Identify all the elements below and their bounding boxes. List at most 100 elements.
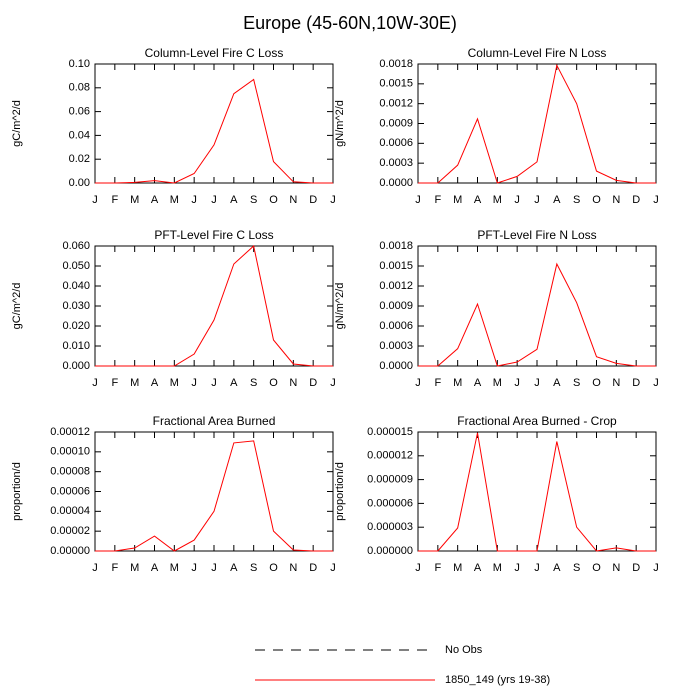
x-tick-label: A [553, 194, 561, 206]
y-tick-label: 0.0015 [379, 260, 413, 272]
x-tick-label: N [612, 194, 620, 206]
y-axis-label: proportion/d [334, 462, 346, 521]
y-tick-label: 0.000006 [367, 497, 413, 509]
x-tick-label: O [592, 377, 601, 389]
x-tick-label: M [130, 194, 139, 206]
x-tick-label: A [151, 377, 159, 389]
figure-title: Europe (45-60N,10W-30E) [243, 13, 457, 33]
x-tick-label: J [534, 194, 540, 206]
y-tick-label: 0.0015 [379, 78, 413, 90]
y-axis-label: gN/m^2/d [334, 283, 346, 330]
x-tick-label: A [474, 194, 482, 206]
panel: PFT-Level Fire C Loss gC/m^2/d 0.000 0.010 0… [11, 228, 336, 389]
series-line [95, 245, 333, 367]
y-tick-label: 0.00002 [50, 525, 90, 537]
y-tick-label: 0.08 [69, 82, 90, 94]
y-tick-label: 0.00000 [50, 545, 90, 557]
x-tick-label: J [415, 377, 421, 389]
y-tick-label: 0.0009 [379, 117, 413, 129]
x-tick-label: A [230, 562, 238, 574]
panel-title: Column-Level Fire N Loss [468, 46, 607, 60]
y-tick-label: 0.030 [62, 300, 90, 312]
x-tick-label: A [553, 562, 561, 574]
x-tick-label: A [474, 377, 482, 389]
y-tick-label: 0.010 [62, 340, 90, 352]
x-tick-label: J [211, 194, 217, 206]
x-tick-label: D [632, 562, 640, 574]
x-tick-label: N [612, 377, 620, 389]
series-line [418, 63, 656, 184]
panel: Fractional Area Burned proportion/d 0.0000… [11, 414, 336, 574]
legend-label: No Obs [445, 644, 483, 656]
x-tick-label: J [653, 194, 659, 206]
x-tick-label: J [92, 194, 98, 206]
y-tick-label: 0.00006 [50, 485, 90, 497]
x-tick-label: D [309, 194, 317, 206]
x-tick-label: M [170, 194, 179, 206]
x-tick-label: M [453, 562, 462, 574]
plot-frame [417, 63, 657, 184]
panel: PFT-Level Fire N Loss gN/m^2/d 0.0000 0.000… [334, 228, 659, 389]
x-tick-label: M [493, 377, 502, 389]
y-tick-label: 0.02 [69, 153, 90, 165]
x-tick-label: J [653, 562, 659, 574]
y-tick-label: 0.00004 [50, 505, 90, 517]
x-tick-label: J [415, 562, 421, 574]
x-tick-label: J [92, 377, 98, 389]
x-tick-label: N [612, 562, 620, 574]
y-tick-label: 0.060 [62, 240, 90, 252]
x-tick-label: S [573, 562, 580, 574]
y-tick-label: 0.0012 [379, 280, 413, 292]
x-tick-label: S [573, 377, 580, 389]
panel: Fractional Area Burned - Crop proportion/… [334, 414, 659, 574]
x-tick-label: J [653, 377, 659, 389]
x-tick-label: J [211, 562, 217, 574]
x-tick-label: F [434, 562, 441, 574]
y-tick-label: 0.0003 [379, 340, 413, 352]
x-tick-label: D [632, 377, 640, 389]
x-tick-label: J [514, 562, 520, 574]
y-tick-label: 0.0018 [379, 240, 413, 252]
y-tick-label: 0.0009 [379, 300, 413, 312]
x-tick-label: F [434, 194, 441, 206]
x-tick-label: M [170, 377, 179, 389]
x-tick-label: A [151, 194, 159, 206]
x-tick-label: S [250, 194, 257, 206]
x-tick-label: J [191, 377, 197, 389]
x-tick-label: J [330, 377, 336, 389]
x-tick-label: J [92, 562, 98, 574]
series-line [418, 262, 656, 367]
y-tick-label: 0.00 [69, 177, 90, 189]
x-tick-label: O [592, 194, 601, 206]
panel-title: PFT-Level Fire C Loss [154, 228, 273, 242]
x-tick-label: M [493, 194, 502, 206]
x-tick-label: D [309, 377, 317, 389]
x-tick-label: F [111, 194, 118, 206]
y-tick-label: 0.020 [62, 320, 90, 332]
y-tick-label: 0.00012 [50, 426, 90, 438]
x-tick-label: N [289, 377, 297, 389]
x-tick-label: M [130, 377, 139, 389]
x-tick-label: O [269, 377, 278, 389]
y-tick-label: 0.06 [69, 106, 90, 118]
panel-title: Column-Level Fire C Loss [145, 46, 284, 60]
x-tick-label: A [230, 377, 238, 389]
x-tick-label: J [330, 562, 336, 574]
x-tick-label: M [170, 562, 179, 574]
series-line [95, 78, 333, 184]
plot-frame [94, 245, 334, 367]
plot-frame [94, 63, 334, 184]
legend-label: 1850_149 (yrs 19-38) [445, 674, 550, 686]
x-tick-label: J [211, 377, 217, 389]
y-axis-label: gN/m^2/d [334, 100, 346, 147]
plot-frame [94, 431, 334, 552]
y-tick-label: 0.0000 [379, 177, 413, 189]
series-line [95, 440, 333, 552]
x-tick-label: J [534, 377, 540, 389]
x-tick-label: S [573, 194, 580, 206]
x-tick-label: D [309, 562, 317, 574]
panel-title: Fractional Area Burned - Crop [457, 414, 617, 428]
x-tick-label: O [592, 562, 601, 574]
y-tick-label: 0.04 [69, 129, 90, 141]
x-tick-label: J [514, 377, 520, 389]
